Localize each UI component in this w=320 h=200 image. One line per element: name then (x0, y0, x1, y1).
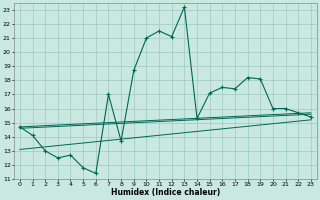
X-axis label: Humidex (Indice chaleur): Humidex (Indice chaleur) (111, 188, 220, 197)
